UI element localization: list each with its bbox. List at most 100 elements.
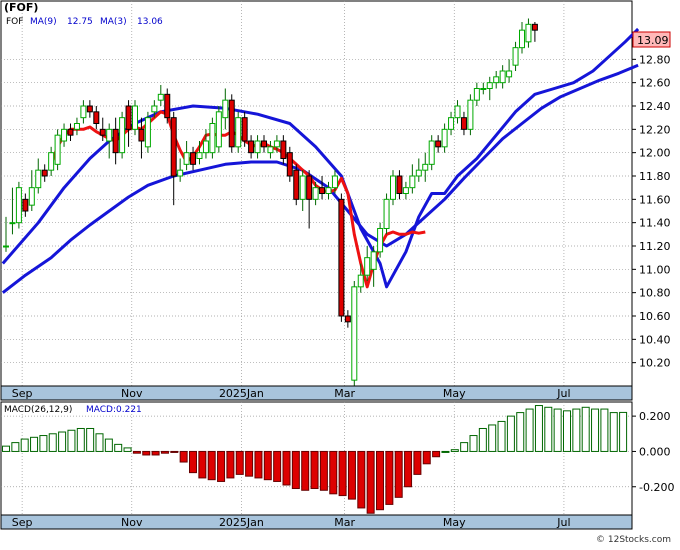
candle-body (215, 111, 222, 148)
candle-body (28, 187, 35, 206)
candle-body (196, 152, 203, 160)
macd-x-tick-label: Mar (334, 516, 355, 529)
macd-bar (217, 450, 226, 482)
macd-bar (432, 450, 441, 458)
candle-body (112, 128, 119, 154)
macd-bar (30, 436, 39, 452)
candle-body (3, 245, 9, 248)
ma-slow-line (1, 63, 639, 294)
macd-bar (563, 410, 571, 452)
candle-body (273, 140, 280, 148)
macd-bar (104, 438, 113, 452)
candle-body (41, 169, 48, 177)
candle-body (54, 134, 61, 165)
candle-body (261, 140, 267, 148)
macd-bar (422, 450, 431, 465)
legend: FOF MA(9) 12.75 MA(3) 13.06 (6, 17, 163, 27)
price-y-axis: 10.20 10.40 10.60 10.80 11.00 11.20 11.40 11.60… (632, 53, 671, 370)
candle-body (454, 105, 461, 119)
macd-bar (273, 450, 282, 482)
macd-bar (376, 450, 384, 511)
macd-bar (413, 450, 422, 475)
candle-body (422, 163, 429, 171)
candle-body (241, 117, 248, 142)
macd-bar (497, 420, 506, 452)
candle-body (254, 140, 261, 154)
macd-bar (506, 415, 515, 452)
candle-body (299, 175, 306, 200)
macd-bar (441, 450, 450, 453)
candle-body (280, 140, 287, 159)
price-grid (1, 1, 632, 386)
macd-bar (207, 450, 216, 481)
macd-bar (534, 405, 543, 452)
macd-bar (170, 450, 179, 453)
legend-ma3-value: 13.06 (137, 17, 163, 27)
macd-bar (160, 450, 169, 454)
macd-bar (76, 427, 85, 452)
macd-bar (226, 450, 235, 479)
macd-x-tick-label: Sep (12, 516, 33, 529)
candle-body (267, 146, 274, 154)
price-y-tick-label: 11.60 (639, 193, 671, 206)
candle-body (428, 140, 435, 165)
macd-bar (48, 433, 57, 452)
candle-body (209, 123, 216, 154)
candle-body (222, 99, 229, 119)
candlesticks (3, 18, 538, 386)
macd-bar (319, 450, 328, 491)
macd-bar (478, 427, 487, 452)
candle-body (519, 29, 525, 49)
macd-bar (20, 438, 29, 452)
macd-bar (142, 450, 151, 456)
candle-body (73, 123, 80, 130)
price-y-tick-label: 12.00 (639, 147, 671, 160)
candle-body (177, 169, 184, 177)
price-y-tick-label: 12.60 (639, 77, 671, 90)
macd-bar (619, 411, 628, 452)
candle-body (377, 228, 384, 253)
price-y-tick-label: 11.20 (639, 240, 671, 253)
macd-bar (357, 450, 366, 509)
candle-body (22, 198, 29, 212)
chart-title: (FOF) (4, 1, 38, 14)
candle-body (9, 222, 16, 225)
macd-bar (86, 427, 95, 452)
candle-body (144, 117, 151, 148)
candle-body (86, 105, 93, 113)
candle-body (473, 88, 480, 101)
macd-y-axis: 0.200 0.000 -0.200 (632, 410, 674, 494)
candle-body (344, 315, 351, 323)
macd-value-label: MACD:0.221 (86, 405, 142, 415)
macd-x-tick-label: 2025Jan (219, 516, 264, 529)
candle-body (435, 140, 442, 148)
macd-bar (366, 450, 375, 514)
candle-body (512, 47, 519, 66)
price-x-tick-label: 2025Jan (219, 387, 264, 400)
candle-body (383, 198, 390, 229)
price-x-tick-label: Nov (121, 387, 143, 400)
candle-body (80, 105, 87, 119)
candle-body (48, 152, 55, 171)
macd-bar (329, 450, 338, 495)
price-y-tick-label: 11.40 (639, 217, 671, 230)
candle-body (486, 82, 493, 89)
candle-body (99, 128, 106, 136)
macd-bar (189, 450, 197, 474)
candle-body (61, 128, 68, 142)
price-y-tick-label: 10.40 (639, 333, 671, 346)
candle-body (125, 105, 132, 130)
candle-body (364, 257, 371, 276)
macd-bar (404, 450, 413, 488)
macd-bar (132, 450, 141, 454)
legend-ma3-label: MA(3) (100, 17, 127, 27)
macd-bar (450, 449, 459, 452)
candle-body (441, 128, 448, 148)
candle-body (493, 76, 500, 84)
candle-body (370, 251, 377, 270)
watermark: © 12Stocks.com (596, 535, 671, 545)
candle-body (132, 105, 138, 130)
candle-body (402, 187, 409, 195)
candle-body (312, 187, 319, 200)
